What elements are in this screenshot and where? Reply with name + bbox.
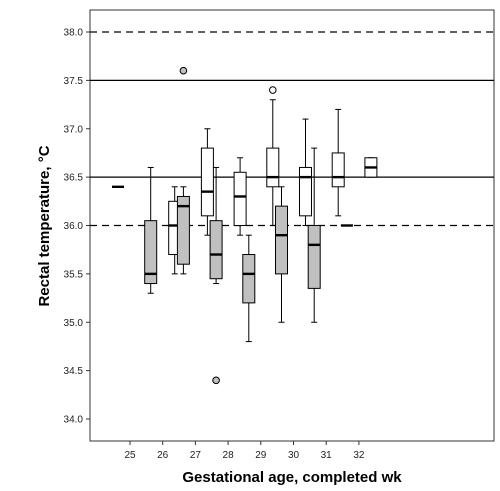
box-series [112, 66, 378, 385]
y-tick-label: 36.5 [64, 173, 84, 184]
outlier-point [212, 376, 220, 385]
y-tick-label: 37.0 [64, 124, 84, 135]
box-iqr [266, 147, 280, 188]
x-tick-label: 25 [124, 450, 136, 461]
y-tick-label: 35.5 [64, 269, 84, 280]
box-27-white [200, 128, 214, 236]
box-iqr [275, 205, 288, 275]
box-32-white [364, 157, 378, 178]
box-30-white [299, 118, 312, 226]
box-29-white [266, 86, 280, 226]
x-tick-label: 27 [190, 450, 202, 461]
box-iqr [233, 171, 247, 227]
y-axis-title: Rectal temperature, °C [36, 145, 53, 306]
y-tick-label: 34.0 [64, 415, 84, 426]
box-31-white [331, 108, 345, 217]
box-iqr [200, 147, 214, 217]
x-tick-label: 31 [321, 450, 333, 461]
x-axis-title: Gestational age, completed wk [182, 469, 402, 486]
y-tick-label: 37.5 [64, 76, 84, 87]
box-26-grey [144, 166, 158, 294]
box-28-white [233, 157, 247, 236]
y-axis: 34.0 34.5 35.0 35.5 36.0 36.5 37.0 37.5 38.0 [64, 28, 90, 426]
y-tick-label: 38.0 [64, 28, 84, 39]
box-iqr [331, 152, 345, 188]
x-tick-label: 26 [157, 450, 169, 461]
box-iqr [242, 254, 256, 304]
x-tick-label: 30 [288, 450, 300, 461]
y-tick-label: 35.0 [64, 318, 84, 329]
box-30-grey [275, 186, 288, 323]
x-tick-label: 29 [255, 450, 267, 461]
x-tick-label: 32 [353, 450, 365, 461]
box-29-grey [242, 234, 256, 343]
x-axis: 25 26 27 28 29 30 31 32 [124, 441, 365, 461]
reference-lines [90, 31, 494, 227]
outlier-point [179, 66, 188, 75]
outlier-point [269, 86, 277, 94]
box-iqr [144, 220, 158, 285]
box-iqr [307, 225, 321, 289]
x-tick-label: 28 [223, 450, 235, 461]
y-tick-label: 34.5 [64, 366, 84, 377]
box-31-grey [307, 147, 321, 323]
box-iqr [299, 166, 312, 217]
box-iqr [176, 195, 190, 265]
box-28-grey [209, 166, 223, 385]
box-iqr [209, 220, 223, 280]
y-tick-label: 36.0 [64, 221, 84, 232]
box-27-grey [176, 66, 190, 275]
